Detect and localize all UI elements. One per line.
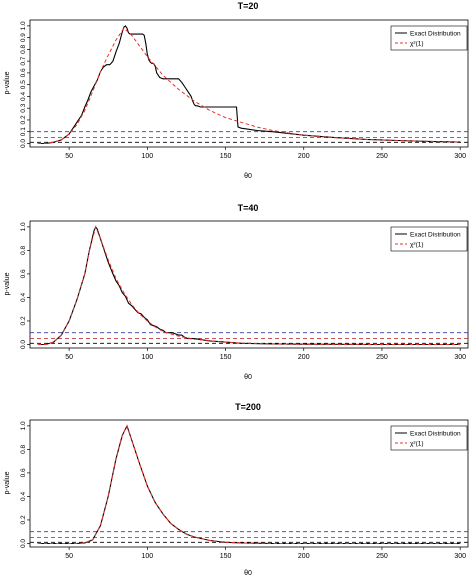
plot-area — [30, 25, 468, 145]
y-tick-label: 0.6 — [20, 269, 27, 278]
chisq-line — [37, 424, 461, 544]
y-axis-ticks: 0.0 0.1 0.2 0.3 0.4 0.5 0.6 0.7 0.8 0.9 1.0 — [20, 21, 30, 148]
y-tick-label: 0.0 — [20, 539, 27, 548]
y-axis-label: p-value — [4, 272, 11, 295]
plot-frame — [29, 220, 469, 349]
y-tick-label: 0.4 — [20, 492, 27, 501]
chisq-line — [37, 225, 461, 345]
y-tick-label: 0.8 — [20, 45, 27, 54]
y-tick-label: 1.0 — [20, 222, 27, 231]
x-axis-ticks: 50 100 150 200 250 300 — [65, 547, 466, 560]
x-axis-label: θ0 — [244, 570, 252, 577]
y-tick-label: 0.9 — [20, 33, 27, 42]
y-tick-label: 0.8 — [20, 246, 27, 255]
x-axis-ticks: 50 100 150 200 250 300 — [65, 348, 466, 361]
x-tick-label: 300 — [454, 553, 466, 560]
legend-exact-label: Exact Distribution — [410, 431, 461, 438]
legend-exact-label: Exact Distribution — [410, 232, 461, 239]
legend: Exact Distribution χ²(1) — [390, 425, 468, 451]
y-axis-ticks: 0.0 0.2 0.4 0.6 0.8 1.0 — [20, 421, 30, 548]
y-tick-label: 1.0 — [20, 421, 27, 430]
plot-area — [30, 424, 468, 545]
x-tick-label: 100 — [141, 553, 153, 560]
y-axis-label: p-value — [4, 471, 11, 494]
y-tick-label: 0.0 — [20, 340, 27, 349]
y-tick-label: 0.2 — [20, 515, 27, 524]
plot-area — [30, 225, 468, 346]
chart-title: T=200 — [235, 402, 261, 412]
chart-title: T=40 — [238, 203, 259, 213]
y-tick-label: 0.6 — [20, 68, 27, 77]
x-tick-label: 100 — [141, 153, 153, 160]
legend-chisq-label: χ²(1) — [410, 41, 424, 48]
y-tick-label: 0.7 — [20, 56, 27, 65]
x-tick-label: 150 — [220, 553, 232, 560]
x-tick-label: 250 — [376, 153, 388, 160]
y-tick-label: 0.8 — [20, 445, 27, 454]
legend-box — [390, 425, 468, 451]
x-axis-label: θ0 — [244, 374, 252, 381]
y-tick-label: 0.4 — [20, 92, 27, 101]
legend-chisq-label: χ²(1) — [410, 441, 424, 448]
x-tick-label: 150 — [220, 354, 232, 361]
y-tick-label: 0.5 — [20, 80, 27, 89]
chart-panel-t20: T=20 0.0 0.1 0.2 0.3 0.4 0.5 0.6 0.7 0.8 0.9 1.0 5… — [4, 1, 469, 180]
legend-box — [390, 25, 468, 51]
x-tick-label: 250 — [376, 553, 388, 560]
x-axis-label: θ0 — [244, 173, 252, 180]
x-tick-label: 150 — [220, 153, 232, 160]
legend-exact-label: Exact Distribution — [410, 31, 461, 38]
y-tick-label: 1.0 — [20, 21, 27, 30]
x-tick-label: 200 — [298, 153, 310, 160]
chart-title: T=20 — [238, 1, 259, 11]
x-tick-label: 300 — [454, 153, 466, 160]
y-tick-label: 0.6 — [20, 468, 27, 477]
y-tick-label: 0.4 — [20, 293, 27, 302]
plot-frame — [29, 419, 469, 548]
x-tick-label: 50 — [65, 553, 73, 560]
y-tick-label: 0.2 — [20, 316, 27, 325]
x-tick-label: 50 — [65, 153, 73, 160]
y-tick-label: 0.0 — [20, 139, 27, 148]
x-tick-label: 100 — [141, 354, 153, 361]
legend: Exact Distribution χ²(1) — [390, 226, 468, 252]
plot-frame — [29, 19, 469, 148]
y-tick-label: 0.1 — [20, 127, 27, 136]
legend-box — [390, 226, 468, 252]
legend-chisq-label: χ²(1) — [410, 242, 424, 249]
y-axis-label: p-value — [4, 71, 11, 94]
y-axis-ticks: 0.0 0.2 0.4 0.6 0.8 1.0 — [20, 222, 30, 349]
x-tick-label: 200 — [298, 354, 310, 361]
legend: Exact Distribution χ²(1) — [390, 25, 468, 51]
x-tick-label: 300 — [454, 354, 466, 361]
exact-distribution-line — [37, 225, 461, 346]
y-tick-label: 0.2 — [20, 115, 27, 124]
x-tick-label: 250 — [376, 354, 388, 361]
x-axis-ticks: 50 100 150 200 250 300 — [65, 147, 466, 160]
y-tick-label: 0.3 — [20, 103, 27, 112]
x-tick-label: 50 — [65, 354, 73, 361]
chart-panel-t40: T=40 0.0 0.2 0.4 0.6 0.8 1.0 50 100 150 200 250 30… — [4, 203, 469, 381]
x-tick-label: 200 — [298, 553, 310, 560]
chart-panel-t200: T=200 0.0 0.2 0.4 0.6 0.8 1.0 50 100 150 200 250 3… — [4, 402, 469, 577]
